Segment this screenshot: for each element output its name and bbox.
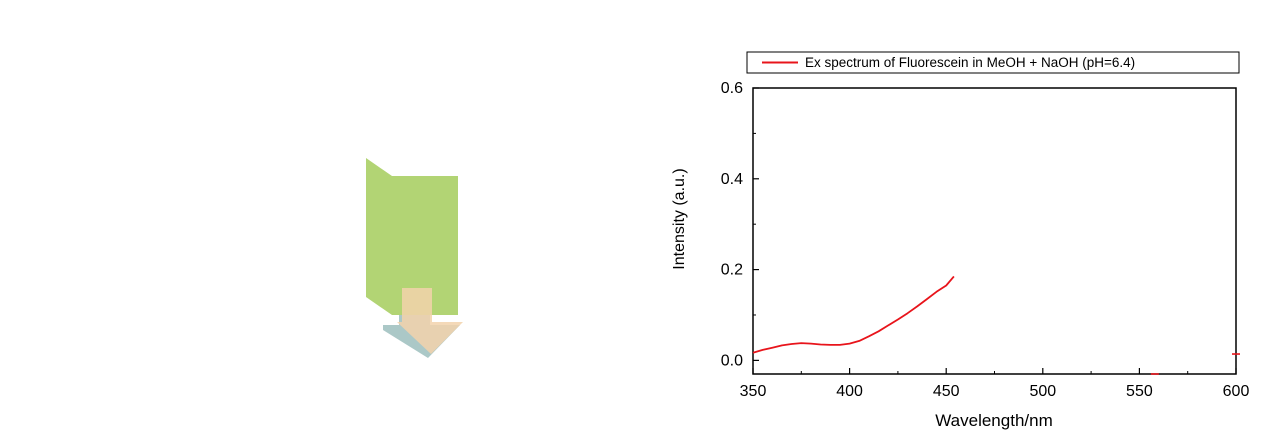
- x-axis-ticks: 350 400 450 500 550 600: [740, 368, 1250, 400]
- legend: Ex spectrum of Fluorescein in MeOH + NaO…: [746, 51, 1240, 74]
- filter-illustration: [366, 158, 463, 358]
- legend-box: [746, 51, 1240, 74]
- x-tick-label: 400: [836, 383, 863, 400]
- x-axis-label: Wavelength/nm: [935, 411, 1052, 430]
- x-tick-label: 450: [933, 383, 960, 400]
- y-axis-ticks: 0.0 0.2 0.4 0.6: [721, 80, 759, 369]
- x-tick-label: 500: [1029, 383, 1056, 400]
- series-layer: [752, 275, 1240, 375]
- series-line: [752, 275, 955, 354]
- y-tick-label: 0.2: [721, 262, 743, 279]
- green-filter-panel: [366, 158, 458, 315]
- plot-frame: [752, 87, 1237, 375]
- y-tick-label: 0.6: [721, 80, 743, 97]
- x-tick-label: 350: [740, 383, 767, 400]
- y-tick-label: 0.4: [721, 171, 743, 188]
- x-tick-label: 550: [1126, 383, 1153, 400]
- x-tick-label: 600: [1223, 383, 1250, 400]
- legend-label: Ex spectrum of Fluorescein in MeOH + NaO…: [805, 55, 1135, 70]
- spectrum-chart: 350 400 450 500 550 600 0.0 0.2 0.4 0.6 Waveleng…: [671, 51, 1250, 430]
- y-axis-label: Intensity (a.u.): [671, 168, 688, 269]
- down-arrow-shape: [397, 288, 463, 354]
- y-tick-label: 0.0: [721, 352, 743, 369]
